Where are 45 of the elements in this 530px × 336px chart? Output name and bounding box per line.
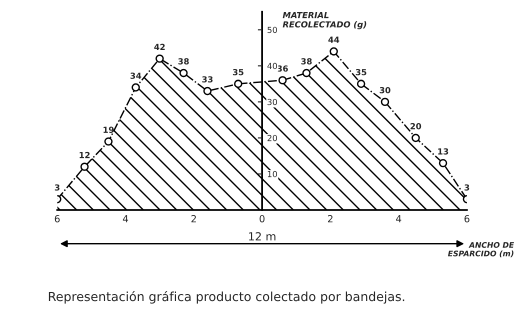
data-label: 34	[130, 72, 142, 79]
data-label: 12	[80, 152, 90, 158]
data-label: 42	[154, 44, 165, 50]
point	[80, 162, 89, 171]
point	[179, 68, 188, 78]
data-label: 20	[410, 123, 422, 130]
x-tick-label: 4	[396, 215, 402, 222]
x-tick-label: 0	[260, 215, 265, 222]
data-label: 38	[301, 58, 312, 64]
data-label: 35	[356, 68, 366, 76]
point	[104, 137, 113, 146]
data-label: 3	[464, 184, 470, 191]
x-tick-label: 2	[191, 215, 196, 222]
text: Representación gráfica producto colectado por bandejas.	[48, 291, 404, 304]
y-tick-label: 10	[268, 170, 277, 178]
data-label: 35	[232, 68, 244, 76]
y-axis-title: MATERIAL RECOLECTADO (g)	[282, 12, 366, 30]
data-label: 44	[328, 36, 340, 43]
point	[234, 80, 242, 88]
data-label: 30	[380, 87, 390, 94]
point	[356, 80, 366, 88]
data-label: 38	[178, 58, 189, 64]
point	[438, 158, 448, 168]
point	[302, 68, 311, 78]
point	[380, 98, 390, 106]
x-tick-label: 4	[122, 215, 128, 222]
x-tick-label: 6	[54, 215, 60, 222]
x-tick-label: 6	[464, 215, 470, 222]
data-label: 36	[277, 65, 288, 72]
data-label: 33	[202, 76, 213, 82]
data-label: 19	[104, 126, 114, 133]
y-tick-label: 40	[267, 62, 277, 70]
point	[278, 76, 287, 84]
point	[412, 134, 420, 142]
y-tick-label: 30	[268, 98, 277, 106]
text: 12 m	[249, 232, 276, 240]
data-label: 3	[54, 184, 60, 191]
y-tick-label: 50	[268, 26, 277, 34]
point	[132, 83, 140, 92]
point	[330, 47, 338, 56]
x-tick-label: 2	[328, 215, 332, 222]
y-tick-label: 20	[268, 134, 277, 142]
data-label: 13	[438, 148, 448, 155]
point	[203, 86, 212, 96]
point	[155, 54, 164, 63]
